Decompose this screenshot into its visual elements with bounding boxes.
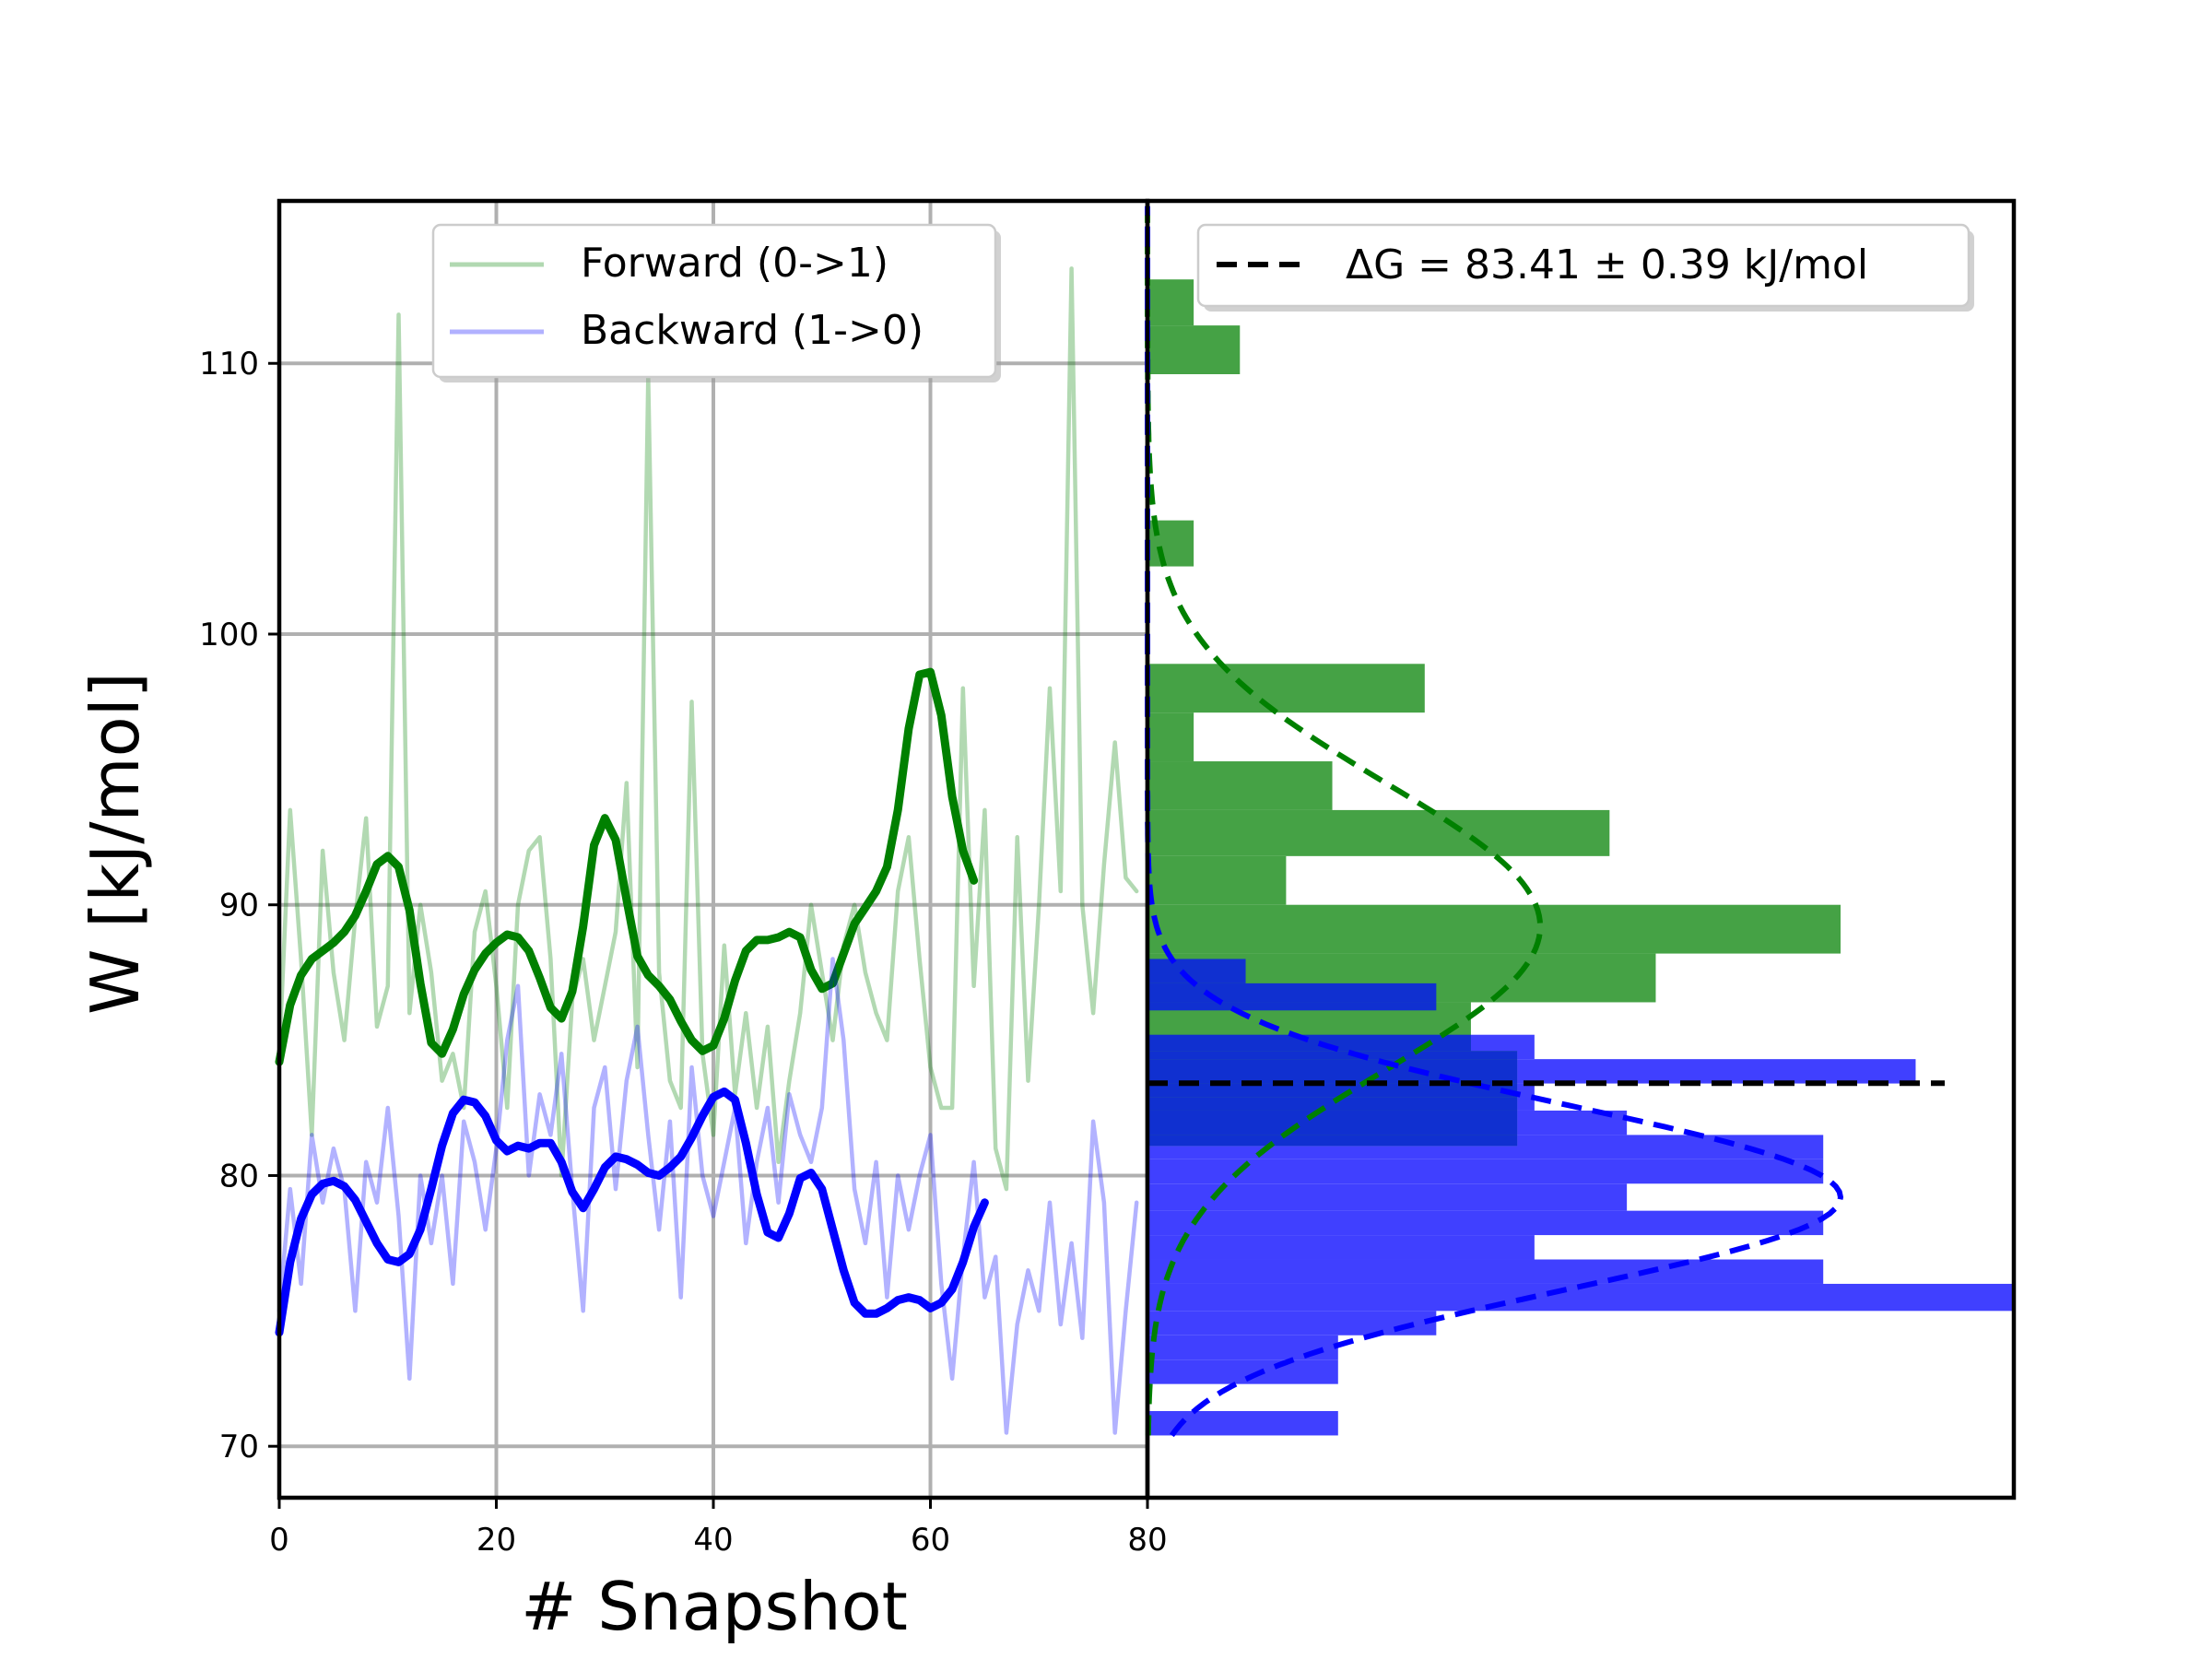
overlap-hist-bar <box>1147 1135 1518 1147</box>
backward-hist-bar <box>1147 1159 1824 1184</box>
forward-hist-bar <box>1147 809 1610 856</box>
left-series <box>275 266 1139 1435</box>
y-ticks: 70 80 90 100 110 <box>199 346 279 1465</box>
y-tick-label: 110 <box>199 346 259 382</box>
x-tick-label: 80 <box>1127 1522 1167 1559</box>
overlap-hist-bar <box>1147 1034 1471 1052</box>
backward-hist-bar <box>1147 1359 1338 1384</box>
backward-hist-bar <box>1147 1259 1824 1284</box>
overlap-hist-bar <box>1147 1097 1518 1111</box>
forward-hist-bar <box>1147 664 1425 713</box>
y-tick-label: 100 <box>199 617 259 653</box>
right-axes-frame <box>1145 198 2017 1500</box>
overlap-hist-bar <box>1147 1051 1518 1060</box>
left-panel: 0 20 40 60 80 70 80 90 100 110 # Snapshot W [kJ/… <box>76 198 1168 1645</box>
y-tick-label: 80 <box>219 1158 259 1194</box>
legend-left: Forward (0->1) Backward (1->0) <box>431 223 1001 382</box>
backward-hist-bar <box>1147 1311 1437 1335</box>
y-tick-label: 90 <box>219 888 259 924</box>
forward-hist-bar <box>1147 325 1241 374</box>
gaussian-curves <box>1145 206 1945 1438</box>
legend-left-box <box>431 223 997 379</box>
raw-forward-line <box>276 266 1139 1192</box>
smoothed-backward-line <box>275 1087 989 1337</box>
forward-hist-bar <box>1147 761 1333 810</box>
overlap-hist-bar <box>1147 1002 1437 1011</box>
legend-dg-label: ΔG = 83.41 ± 0.39 kJ/mol <box>1346 241 1868 288</box>
forward-hist-bar <box>1147 279 1194 326</box>
x-ticks: 0 20 40 60 80 <box>269 1498 1168 1559</box>
x-tick-label: 40 <box>693 1522 733 1559</box>
backward-hist-bar <box>1147 1210 1824 1236</box>
raw-backward-line <box>276 957 1139 1435</box>
smoothed-forward-line <box>275 667 979 1066</box>
overlap-hist-bar <box>1147 1083 1518 1098</box>
overlap-hist-bar <box>1147 1059 1518 1084</box>
backward-hist-bar <box>1147 1183 1628 1211</box>
backward-hist-bar <box>1147 1235 1535 1260</box>
right-panel: ΔG = 83.41 ± 0.39 kJ/mol <box>1145 198 2017 1509</box>
x-tick-label: 20 <box>477 1522 516 1559</box>
x-tick-label: 60 <box>911 1522 950 1559</box>
histograms <box>1147 279 2014 1436</box>
forward-hist-bar <box>1147 712 1194 762</box>
backward-gaussian-curve <box>1145 206 1844 1438</box>
x-tick-label: 0 <box>269 1522 289 1559</box>
overlap-hist-bar <box>1147 959 1246 983</box>
legend-right-box <box>1196 223 1971 308</box>
legend-forward-label: Forward (0->1) <box>581 240 888 287</box>
overlap-hist-bar <box>1147 1110 1518 1135</box>
overlap-hist-bar <box>1147 982 1437 1003</box>
forward-hist-bar <box>1147 904 1841 954</box>
forward-gaussian-curve <box>1145 206 1544 1436</box>
legend-backward-label: Backward (1->0) <box>581 307 924 354</box>
y-axis-label: W [kJ/mol] <box>76 672 154 1015</box>
y-tick-label: 70 <box>219 1429 259 1465</box>
forward-hist-bar <box>1147 855 1287 905</box>
legend-right: ΔG = 83.41 ± 0.39 kJ/mol <box>1196 223 1974 312</box>
x-axis-label: # Snapshot <box>521 1568 908 1645</box>
